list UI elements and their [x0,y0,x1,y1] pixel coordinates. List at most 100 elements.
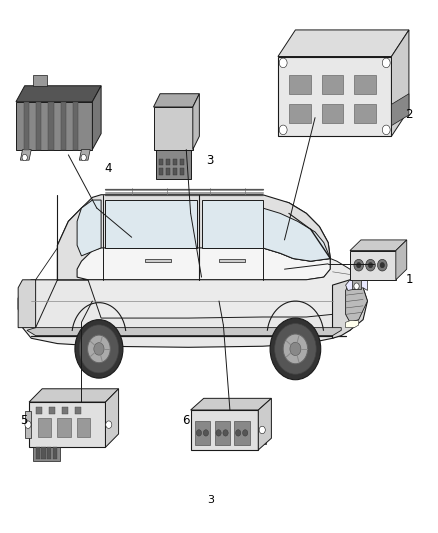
Circle shape [290,342,301,356]
Polygon shape [180,159,184,165]
Circle shape [378,260,387,271]
Polygon shape [25,411,31,438]
Polygon shape [18,280,363,348]
Polygon shape [193,94,199,150]
Polygon shape [106,411,112,438]
Polygon shape [49,407,55,414]
Polygon shape [33,447,60,461]
Polygon shape [321,75,343,94]
Polygon shape [29,402,106,447]
Text: 5: 5 [20,414,27,427]
Circle shape [366,260,375,271]
Polygon shape [33,75,46,86]
Circle shape [380,263,385,268]
Polygon shape [354,104,376,123]
Polygon shape [20,150,31,160]
Polygon shape [289,104,311,123]
Polygon shape [73,102,78,150]
Polygon shape [258,398,272,450]
Circle shape [196,430,201,436]
Polygon shape [191,410,258,450]
Polygon shape [153,107,193,150]
Polygon shape [35,407,42,414]
Circle shape [75,320,123,378]
Circle shape [382,125,390,135]
Text: 1: 1 [405,273,413,286]
Text: 4: 4 [104,161,111,175]
Polygon shape [60,102,66,150]
Polygon shape [191,398,272,410]
Polygon shape [53,447,57,459]
Circle shape [357,263,361,268]
Polygon shape [354,75,376,94]
Polygon shape [173,168,177,175]
Polygon shape [35,447,40,459]
Polygon shape [215,421,230,445]
Circle shape [106,421,112,429]
Circle shape [243,430,248,436]
Polygon shape [332,280,367,338]
Circle shape [223,430,228,436]
Polygon shape [36,102,41,150]
Polygon shape [106,200,197,248]
Polygon shape [155,150,191,179]
Circle shape [236,430,241,436]
Polygon shape [166,168,170,175]
Text: 2: 2 [405,109,413,122]
Polygon shape [16,102,92,150]
Polygon shape [352,280,361,289]
Polygon shape [27,328,341,336]
Polygon shape [201,200,263,248]
Circle shape [275,324,316,374]
Circle shape [368,263,373,268]
Polygon shape [258,416,266,444]
Circle shape [79,325,119,373]
Circle shape [259,426,265,434]
Polygon shape [41,447,46,459]
Text: 6: 6 [183,414,190,427]
Circle shape [354,260,364,271]
Polygon shape [57,195,330,280]
Polygon shape [346,280,367,290]
Polygon shape [278,56,392,136]
Polygon shape [62,407,68,414]
Text: 3: 3 [207,495,214,505]
Circle shape [382,58,390,68]
Polygon shape [346,282,367,322]
Polygon shape [57,418,71,437]
Polygon shape [350,240,407,251]
Polygon shape [195,421,210,445]
Circle shape [283,334,307,364]
Circle shape [81,155,86,161]
Polygon shape [77,418,90,437]
Polygon shape [321,104,343,123]
Circle shape [88,335,110,363]
Circle shape [203,430,208,436]
Polygon shape [77,200,101,256]
Polygon shape [75,407,81,414]
Polygon shape [166,159,170,165]
Polygon shape [350,251,396,280]
Circle shape [25,421,31,429]
Polygon shape [106,389,119,447]
Polygon shape [219,259,245,262]
Polygon shape [396,240,407,280]
Polygon shape [47,447,51,459]
Polygon shape [159,159,163,165]
Circle shape [279,58,287,68]
Circle shape [216,430,221,436]
Polygon shape [38,418,51,437]
Polygon shape [278,30,409,56]
Circle shape [94,343,104,355]
Circle shape [270,318,321,379]
Polygon shape [180,168,184,175]
Polygon shape [153,94,199,107]
Polygon shape [263,208,330,261]
Polygon shape [79,150,90,160]
Polygon shape [92,86,101,150]
Polygon shape [173,159,177,165]
Polygon shape [29,389,119,402]
Polygon shape [159,168,163,175]
Polygon shape [57,197,330,280]
Circle shape [279,125,287,135]
